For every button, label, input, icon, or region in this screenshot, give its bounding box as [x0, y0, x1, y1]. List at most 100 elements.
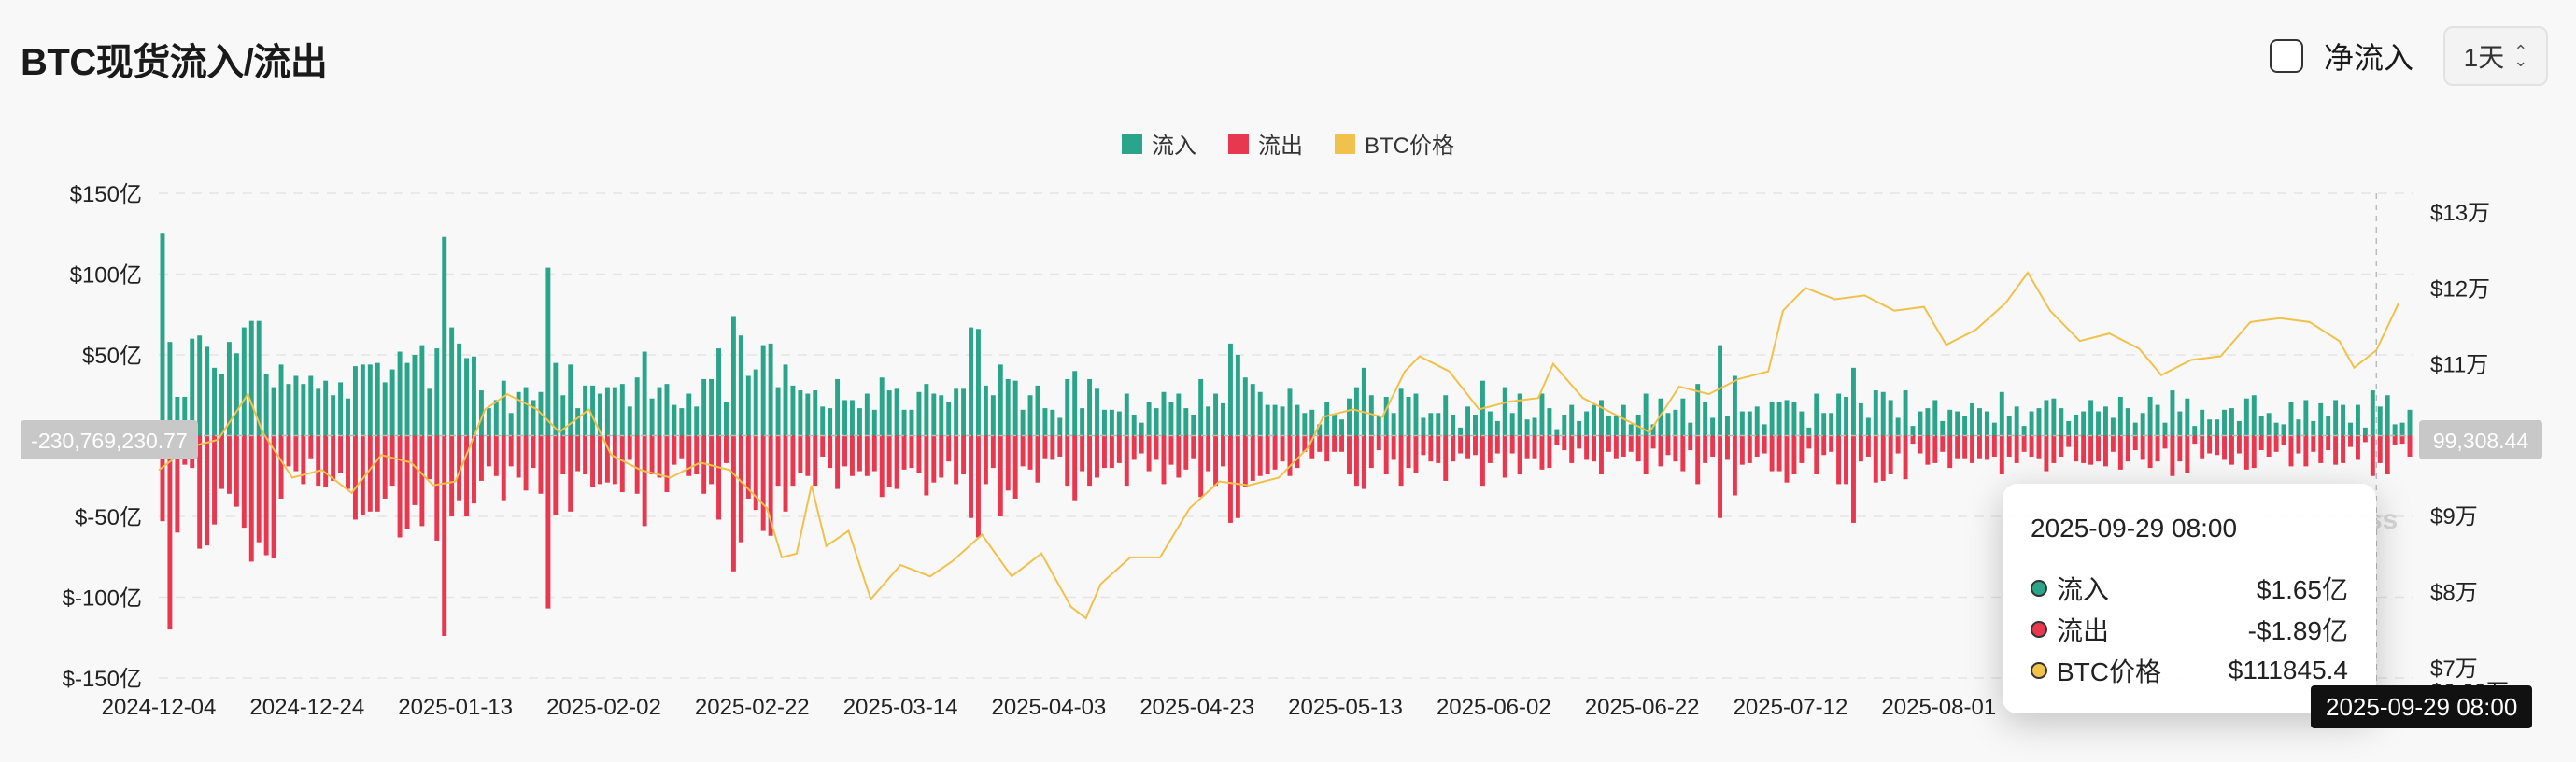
outflow-bar	[2170, 435, 2175, 476]
inflow-bar	[709, 378, 715, 436]
outflow-bar	[813, 435, 818, 487]
inflow-bar	[323, 380, 329, 436]
inflow-bar	[790, 385, 796, 436]
outflow-bar	[382, 435, 388, 499]
inflow-bar	[1562, 415, 1567, 436]
inflow-bar	[234, 353, 239, 436]
outflow-bar	[724, 435, 729, 463]
inflow-bar	[516, 391, 521, 436]
inflow-bar	[1688, 422, 1693, 436]
outflow-bar	[1012, 435, 1018, 499]
inflow-bar	[634, 377, 640, 436]
outflow-bar	[1739, 435, 1745, 465]
outflow-bar	[1918, 435, 1923, 454]
outflow-bar	[2407, 435, 2413, 457]
outflow-bar	[1606, 435, 1611, 452]
page-title: BTC现货流入/流出	[21, 42, 328, 83]
legend-item-inflow[interactable]: 流入	[1122, 127, 1196, 160]
outflow-bar	[642, 435, 647, 527]
x-axis-tick: 2025-02-02	[546, 695, 661, 720]
outflow-bar	[1221, 435, 1225, 467]
interval-select[interactable]: 1天 ⌃ ⌄	[2443, 26, 2548, 86]
outflow-bar	[1005, 435, 1011, 491]
inflow-bar	[553, 362, 559, 436]
inflow-bar	[1280, 406, 1285, 436]
tooltip-row-outflow: 流出 -$1.89亿	[2031, 609, 2348, 650]
inflow-bar	[1569, 404, 1575, 436]
outflow-bar	[2014, 435, 2019, 463]
outflow-bar	[1650, 435, 1656, 449]
inflow-bar	[1680, 398, 1686, 436]
inflow-bar	[701, 378, 707, 436]
outflow-bar	[649, 435, 655, 475]
outflow-bar	[657, 435, 662, 478]
inflow-bar	[1324, 402, 1330, 436]
legend-item-outflow[interactable]: 流出	[1228, 127, 1303, 160]
outflow-bar	[775, 435, 781, 487]
inflow-bar	[1517, 393, 1522, 436]
outflow-bar	[1524, 435, 1530, 459]
outflow-bar	[1747, 435, 1752, 463]
inflow-bar	[1257, 391, 1263, 436]
inflow-bar	[1806, 427, 1812, 436]
outflow-bar	[1732, 435, 1737, 496]
inflow-bar	[205, 346, 210, 436]
inflow-bar	[1376, 416, 1381, 436]
outflow-bar	[256, 435, 262, 543]
outflow-bar	[1250, 435, 1255, 481]
inflow-bar	[1613, 416, 1619, 436]
outflow-bar	[2362, 435, 2368, 443]
inflow-bar	[1991, 422, 1997, 436]
outflow-bar	[1547, 435, 1552, 469]
outflow-bar	[197, 435, 203, 549]
inflow-bar	[1027, 395, 1033, 436]
outflow-bar	[1599, 435, 1604, 475]
outflow-bar	[1183, 435, 1189, 470]
outflow-bar	[331, 435, 336, 481]
inflow-bar	[568, 364, 573, 436]
inflow-bar	[1391, 413, 1396, 436]
tooltip-date: 2025-09-29 08:00	[2031, 514, 2238, 543]
inflow-bar	[2147, 396, 2153, 436]
inflow-bar	[397, 351, 403, 436]
inflow-bar	[278, 364, 284, 436]
inflow-bar	[316, 388, 321, 436]
outflow-bar	[1858, 435, 1863, 462]
legend-item-price[interactable]: BTC价格	[1335, 127, 1454, 160]
inflow-bar	[2222, 409, 2227, 436]
inflow-bar	[1087, 378, 1093, 436]
outflow-bar	[1087, 435, 1093, 487]
inflow-bar	[1844, 396, 1848, 436]
inflow-bar	[931, 393, 937, 436]
outflow-bar	[1443, 435, 1449, 481]
inflow-bar	[686, 393, 692, 436]
inflow-bar	[619, 384, 625, 436]
outflow-bar	[1910, 435, 1916, 444]
outflow-bar	[478, 435, 484, 481]
inflow-bar	[1747, 411, 1752, 436]
outflow-bar	[389, 435, 395, 487]
inflow-bar	[1599, 400, 1604, 436]
outflow-bar	[634, 435, 640, 494]
inflow-bar	[427, 388, 432, 436]
inflow-bar	[1139, 422, 1144, 436]
inflow-bar	[1413, 393, 1419, 436]
outflow-bar	[1821, 435, 1827, 456]
outflow-bar	[2029, 435, 2034, 457]
inflow-bar	[1725, 416, 1730, 436]
net-flow-label[interactable]: 净流入	[2323, 41, 2413, 75]
outflow-bar	[404, 435, 410, 529]
inflow-bar	[657, 387, 662, 436]
inflow-bar	[1361, 367, 1366, 436]
outflow-bar	[219, 435, 224, 489]
outflow-bar	[2155, 435, 2160, 462]
tooltip-name-inflow: 流入	[2057, 575, 2110, 604]
outflow-bar	[1332, 435, 1338, 452]
outflow-bar	[1584, 435, 1590, 460]
net-flow-checkbox[interactable]	[2269, 39, 2303, 73]
outflow-bar	[1116, 435, 1122, 463]
tooltip-value-outflow: -$1.89亿	[2247, 616, 2348, 645]
outflow-bar	[1168, 435, 1174, 465]
outflow-bar	[850, 435, 855, 476]
